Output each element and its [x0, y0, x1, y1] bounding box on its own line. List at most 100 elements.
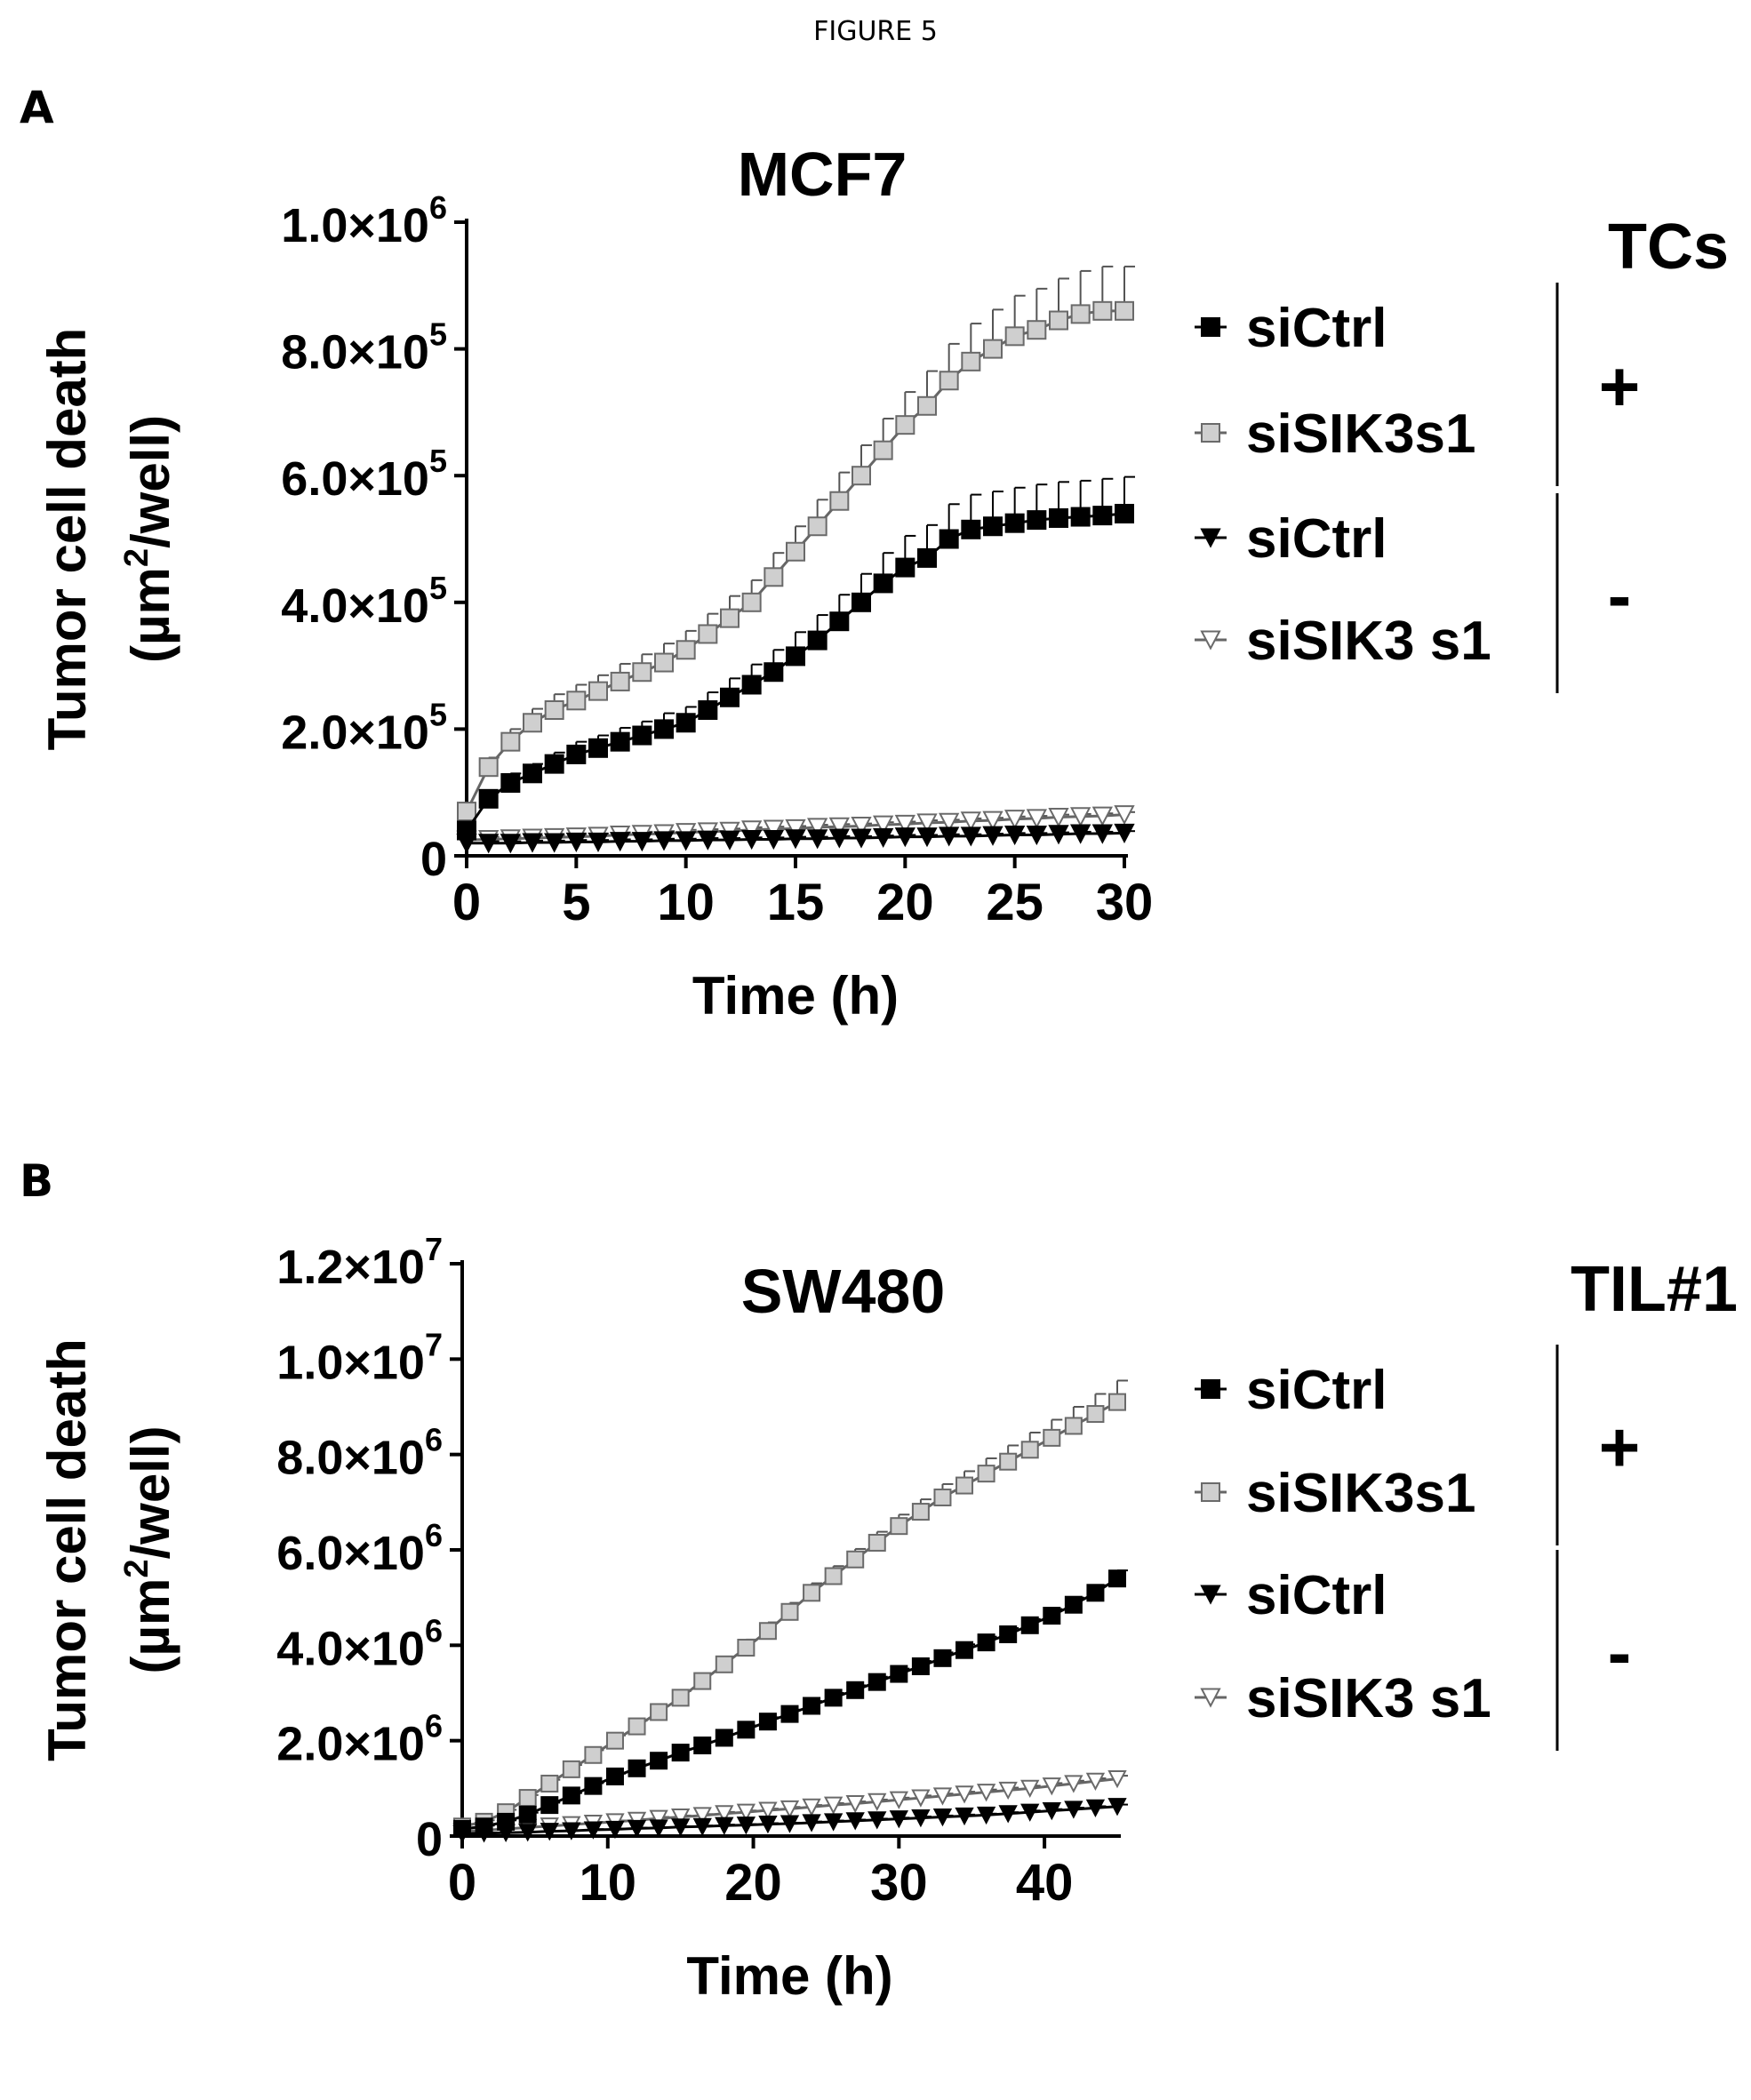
data-point	[692, 1807, 712, 1825]
data-point	[1108, 1393, 1126, 1411]
data-point	[824, 1689, 843, 1707]
data-point	[977, 1633, 995, 1652]
data-point	[584, 1777, 603, 1795]
y-axis-label: Tumor cell death	[37, 1338, 97, 1761]
data-point	[780, 1705, 799, 1723]
legend-label: siCtrl	[1246, 508, 1387, 570]
data-point	[803, 1584, 821, 1602]
legend-entry: siSIK3s1	[1195, 403, 1476, 465]
data-point	[741, 829, 763, 850]
data-point	[584, 1745, 603, 1764]
data-point	[1085, 1772, 1106, 1791]
data-point	[628, 1717, 646, 1736]
data-point	[961, 519, 981, 539]
y-tick-mantissa: 1.0×10	[281, 199, 429, 252]
y-unit-post: /well)	[121, 1425, 180, 1559]
legend-label: siSIK3s1	[1246, 403, 1476, 465]
data-point	[650, 1703, 668, 1721]
data-point	[627, 1819, 647, 1839]
data-point	[873, 440, 893, 460]
data-point	[693, 1672, 712, 1690]
y-tick-label: 6.0×106	[276, 1517, 443, 1580]
y-axis-label: Tumor cell death	[37, 328, 97, 751]
legend-marker	[1201, 1482, 1220, 1502]
data-point	[758, 1801, 778, 1820]
y-tick-mantissa: 2.0×10	[281, 706, 429, 759]
y-axis-unit-label: (µm2/well)	[118, 415, 180, 663]
data-point	[1092, 300, 1113, 321]
data-point	[983, 516, 1003, 537]
legend-marker	[1201, 423, 1220, 443]
data-point	[676, 713, 696, 733]
panel-letter-b: B	[20, 1155, 54, 1207]
data-point	[478, 757, 499, 778]
legend-label: siCtrl	[1246, 298, 1387, 359]
data-point	[720, 608, 740, 628]
data-point	[649, 1809, 668, 1828]
data-point	[610, 832, 631, 852]
data-point	[982, 810, 1003, 831]
data-point	[457, 802, 476, 822]
data-point	[933, 1488, 952, 1506]
data-point	[977, 1465, 995, 1483]
data-point	[895, 557, 915, 578]
data-point	[828, 817, 850, 837]
data-point	[605, 1820, 625, 1840]
data-point	[1070, 807, 1091, 827]
series-2	[452, 1798, 1128, 1844]
data-point	[588, 832, 609, 852]
data-point	[1043, 1607, 1061, 1625]
x-tick-label: 25	[986, 874, 1043, 931]
data-point	[566, 744, 587, 764]
data-point	[1020, 1616, 1039, 1634]
data-point	[475, 1817, 493, 1836]
data-point	[960, 811, 981, 832]
legend-marker	[1200, 630, 1221, 651]
data-point	[692, 1817, 712, 1836]
data-point	[741, 675, 762, 695]
data-point	[758, 1622, 777, 1641]
data-point	[917, 547, 937, 568]
data-point	[588, 681, 608, 701]
y-tick-mantissa: 1.0×10	[276, 1336, 425, 1389]
data-point	[911, 1789, 931, 1808]
data-point	[868, 1811, 887, 1830]
data-point	[916, 827, 938, 848]
data-point	[1086, 1405, 1105, 1424]
chart-sw480: SW48002.0×1064.0×1066.0×1068.0×1061.0×10…	[37, 1231, 1738, 2006]
data-point	[736, 1803, 756, 1822]
y-unit-post: /well)	[121, 415, 180, 548]
y-unit-pre: (µm	[121, 567, 180, 663]
y-unit-sup: 2	[118, 548, 156, 567]
data-point	[889, 1791, 908, 1809]
data-point	[1064, 1595, 1083, 1614]
data-point	[649, 1819, 668, 1838]
figure-title: FIGURE 5	[813, 16, 938, 47]
data-point	[911, 1503, 930, 1521]
data-point	[983, 339, 1003, 359]
data-point	[807, 829, 828, 850]
chart-title: SW480	[741, 1257, 946, 1326]
data-point	[807, 818, 828, 838]
data-point	[565, 832, 587, 852]
series-2	[456, 823, 1135, 854]
data-point	[1004, 513, 1025, 533]
data-point	[1048, 808, 1069, 828]
legend-title: TIL#1	[1571, 1254, 1738, 1325]
data-point	[1042, 1777, 1061, 1796]
y-tick-mantissa: 4.0×10	[276, 1622, 425, 1675]
legend-entry: siCtrl	[1195, 1360, 1387, 1421]
data-point	[1064, 1417, 1083, 1435]
data-point	[895, 415, 915, 435]
data-point	[780, 1800, 800, 1819]
data-point	[654, 652, 674, 673]
data-point	[1070, 507, 1091, 527]
data-point	[868, 1793, 887, 1812]
data-point	[868, 1533, 886, 1552]
data-point	[1114, 823, 1135, 843]
data-point	[802, 1814, 821, 1833]
data-point	[500, 834, 521, 854]
y-tick-mantissa: 6.0×10	[281, 452, 429, 506]
data-point	[824, 1567, 843, 1585]
y-tick-exponent: 7	[425, 1326, 443, 1362]
